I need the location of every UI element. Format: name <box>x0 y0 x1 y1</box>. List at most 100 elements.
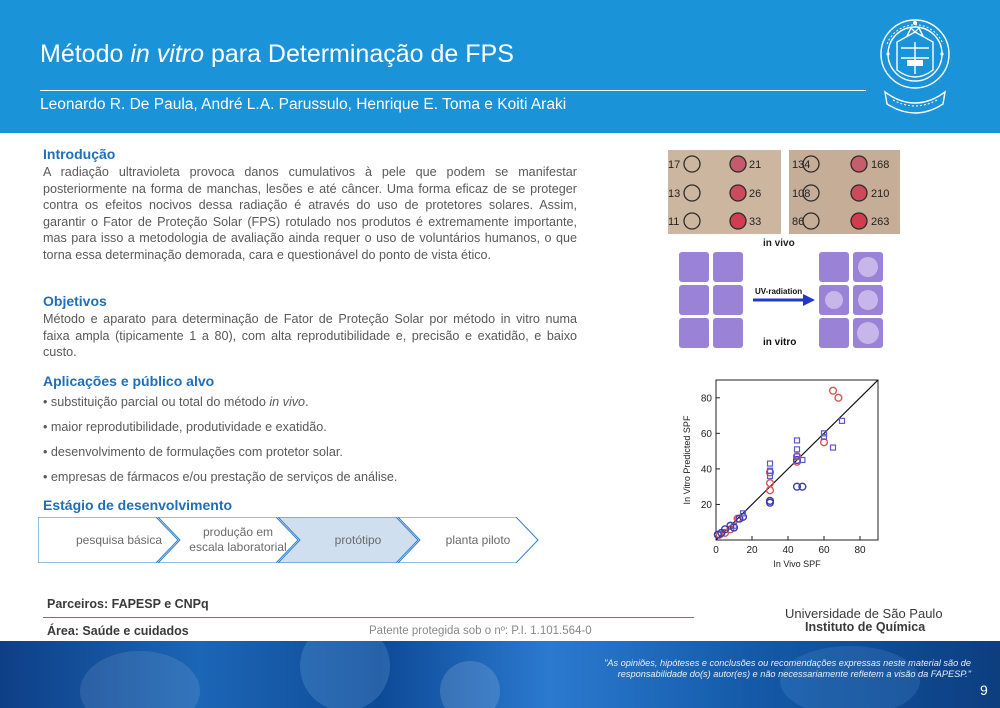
plate-cell <box>679 252 709 282</box>
bleached-spot <box>858 257 878 277</box>
spot-label: 134 <box>792 159 810 171</box>
data-point-squares-blue <box>820 430 828 437</box>
data-point-squares-blue <box>793 453 801 460</box>
stage-chevron <box>157 517 299 563</box>
skin-panel-right <box>789 150 900 234</box>
test-spot-marked <box>729 155 747 173</box>
data-point-squares-blue <box>793 446 801 453</box>
plate-cell <box>819 252 849 282</box>
data-point-circles-blue <box>798 482 807 491</box>
data-point-circles-blue <box>738 512 748 521</box>
plate-cell <box>819 318 849 348</box>
spot-label: 13 <box>668 188 680 200</box>
objectives-text: Método e aparato para determinação de Fa… <box>43 312 577 360</box>
data-point-circles-blue <box>792 482 802 491</box>
data-point-circles-blue <box>765 496 775 505</box>
stage-label: pesquisa básica <box>75 532 163 547</box>
partners: Parceiros: FAPESP e CNPq <box>47 597 209 611</box>
spot-label: 86 <box>792 216 804 228</box>
list-item: • substituição parcial ou total do métod… <box>43 395 309 409</box>
spot-label: 108 <box>792 188 810 200</box>
test-spot-marked <box>850 184 868 202</box>
plate-cell <box>713 252 743 282</box>
data-point-squares-blue <box>730 522 738 529</box>
header-banner: Método in vitro para Determinação de FPS… <box>0 0 1000 133</box>
spf-scatter-chart: 0 20 40 60 80 20 40 60 80 In Vivo SPF In Vitro Pre… <box>682 379 879 569</box>
data-point-circles-red <box>765 479 775 488</box>
intro-heading: Introdução <box>43 146 116 162</box>
list-item: • empresas de fármacos e/ou prestação de… <box>43 470 398 484</box>
y-tick-label: 20 <box>701 500 713 511</box>
data-point-circles-red <box>828 386 838 395</box>
x-axis-label: In Vivo SPF <box>773 559 821 569</box>
spot-label: 26 <box>749 188 761 200</box>
plate-cell <box>679 318 709 348</box>
bleached-spot <box>858 290 878 310</box>
test-spot <box>683 184 701 202</box>
title-divider <box>40 90 866 91</box>
spot-label: 210 <box>871 188 889 200</box>
spot-label: 11 <box>668 216 679 228</box>
stage-chevron <box>397 517 539 563</box>
data-point-circles-blue <box>729 523 739 532</box>
data-point-circles-red <box>765 468 775 477</box>
in-vivo-caption: in vivo <box>763 238 795 248</box>
in-vitro-caption: in vitro <box>763 337 796 348</box>
test-spot-marked <box>850 155 868 173</box>
data-point-squares-blue <box>820 433 828 440</box>
spot-label: 17 <box>668 159 680 171</box>
test-spot <box>802 212 820 230</box>
data-point-squares-blue <box>793 437 801 444</box>
test-spot-marked <box>729 212 747 230</box>
data-point-squares-blue <box>829 444 837 451</box>
data-point-squares-blue <box>739 510 747 517</box>
applications-heading: Aplicações e público alvo <box>43 373 215 389</box>
test-spot-marked <box>850 212 868 230</box>
plate-cell <box>713 285 743 315</box>
test-spot <box>802 184 820 202</box>
x-tick-label: 20 <box>746 545 758 556</box>
list-item: • maior reprodutibilidade, produtividade… <box>43 420 327 434</box>
patent-text: Patente protegida sob o nº: P.I. 1.101.5… <box>369 625 592 637</box>
in-vitro-photo: UV-radiation in vitro <box>677 250 887 350</box>
data-point-squares-blue <box>799 456 806 464</box>
bleached-spot <box>825 291 843 309</box>
university-name: Universidade de São Paulo <box>785 606 943 621</box>
test-spot <box>683 155 701 173</box>
plate-cell <box>679 285 709 315</box>
page-number: 9 <box>980 682 988 698</box>
uv-arrowhead <box>803 294 815 306</box>
spot-label: 263 <box>871 216 889 228</box>
footer-image-band <box>0 641 1000 708</box>
stage-chevron <box>38 517 179 563</box>
authors: Leonardo R. De Paula, André L.A. Parussu… <box>40 96 567 113</box>
disclaimer: "As opiniões, hipóteses e conclusões ou … <box>604 658 971 679</box>
institute-name: Instituto de Química <box>805 620 926 634</box>
x-tick-label: 40 <box>782 545 794 556</box>
plate-cell <box>713 318 743 348</box>
page-title: Método in vitro para Determinação de FPS <box>40 40 514 68</box>
data-point-squares-blue <box>838 417 846 424</box>
test-spot-marked <box>729 184 747 202</box>
bleached-spot <box>857 322 879 344</box>
data-point-circles-red <box>834 393 843 402</box>
data-point-squares-blue <box>766 467 774 474</box>
data-point-squares-blue <box>766 460 774 467</box>
x-tick-label: 60 <box>818 545 830 556</box>
test-spot <box>683 212 701 230</box>
university-seal: UNIVERSIDADE DE SÃO PAULO SCIENTIA VINCE… <box>877 14 953 122</box>
footer-divider <box>43 617 694 618</box>
test-spot <box>802 155 820 173</box>
objectives-heading: Objetivos <box>43 293 107 309</box>
development-stage-chevrons: pesquisa básica produção em escala labor… <box>38 517 554 563</box>
x-tick-label: 0 <box>713 545 719 556</box>
intro-text: A radiação ultravioleta provoca danos cu… <box>43 165 577 262</box>
in-vivo-photo: 17 13 11 21 26 33 134 108 86 168 210 263… <box>668 150 900 249</box>
spot-label: 21 <box>749 159 761 171</box>
y-tick-label: 60 <box>701 429 713 440</box>
data-point-circles-red <box>792 452 802 461</box>
stage-heading: Estágio de desenvolvimento <box>43 497 233 513</box>
stage-label: protótipo <box>334 532 382 547</box>
area: Área: Saúde e cuidados <box>47 624 189 638</box>
stage-chevron <box>277 517 419 563</box>
